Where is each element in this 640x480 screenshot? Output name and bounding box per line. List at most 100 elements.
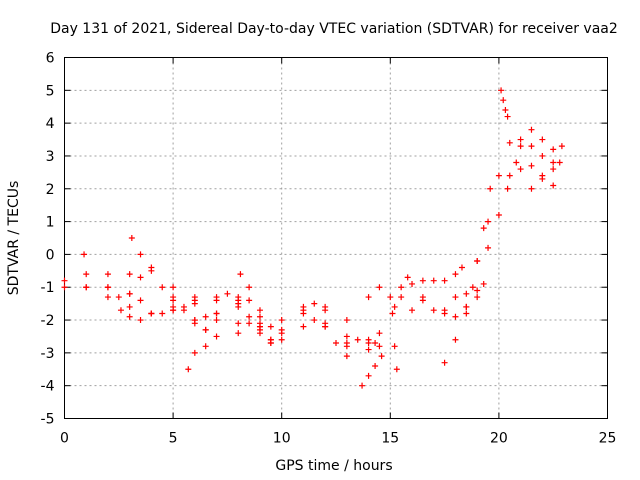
data-point [487,185,494,192]
data-point [83,284,90,291]
y-tick-label: -5 [41,412,55,428]
data-point [311,300,318,307]
data-point [528,162,535,169]
data-point [404,274,411,281]
data-point [126,303,133,310]
y-tick-label: -4 [41,379,55,395]
data-point [458,264,465,271]
data-point [517,136,524,143]
y-tick-label: -1 [41,280,55,296]
x-tick-labels: 0 5 10 15 20 25 [60,431,616,447]
data-point [115,294,122,301]
data-point [387,294,394,301]
data-point [528,126,535,133]
data-point [463,310,470,317]
data-point [441,277,448,284]
data-point [372,362,379,369]
axis-ticks [64,57,608,419]
data-point [267,323,274,330]
data-point [246,320,253,327]
data-point [485,218,492,225]
data-point [452,294,459,301]
data-point [430,307,437,314]
data-point [322,307,329,314]
data-point [256,330,263,337]
data-point [513,159,520,166]
data-point [278,317,285,324]
data-point [170,307,177,314]
data-point [372,340,379,347]
data-point [365,340,372,347]
data-point [558,143,565,150]
data-point [495,212,502,219]
data-point [550,159,557,166]
x-axis-label: GPS time / hours [275,458,392,474]
data-point [170,297,177,304]
data-point [126,313,133,320]
data-point [343,333,350,340]
data-point [376,343,383,350]
data-point [159,310,166,317]
data-point [137,274,144,281]
data-point [213,333,220,340]
data-point [126,290,133,297]
data-point [128,235,135,241]
data-point [191,349,198,356]
data-point [256,313,263,320]
data-point [235,320,242,327]
data-point [506,139,513,146]
data-point [500,97,507,104]
y-tick-label: 5 [46,83,55,99]
x-tick-label: 10 [273,431,291,447]
data-point [409,307,416,314]
x-tick-label: 0 [60,431,69,447]
y-tick-label: 4 [46,116,55,132]
data-point [300,323,307,330]
data-point [104,294,111,301]
data-point [191,294,198,301]
data-point [202,326,209,333]
data-point [539,152,546,159]
data-point [185,366,192,373]
y-axis-label: SDTVAR / TECUs [6,181,22,296]
data-point [391,303,398,310]
y-tick-label: 1 [46,215,55,231]
data-point [480,225,487,232]
plot-frame [64,57,608,419]
data-point [376,330,383,337]
data-point [300,310,307,317]
data-point [463,303,470,310]
data-point [365,294,372,301]
data-point [504,113,511,120]
data-point [246,284,253,291]
data-point [354,336,361,343]
data-point [343,353,350,360]
data-point [180,307,187,314]
data-point [502,107,509,114]
data-point [137,297,144,304]
data-point [498,87,505,94]
x-tick-label: 15 [381,431,399,447]
data-point [213,297,220,304]
data-point [267,340,274,347]
data-point [213,317,220,324]
data-point [474,294,481,301]
x-tick-label: 20 [490,431,508,447]
data-point [300,303,307,310]
data-point [378,353,385,360]
data-point [430,277,437,284]
data-point [104,271,111,278]
data-point [278,336,285,343]
data-point [235,294,242,301]
data-point [463,290,470,297]
data-point [191,300,198,307]
data-point [550,166,557,173]
y-tick-labels: -5 -4 -3 -2 -1 0 1 2 3 4 5 6 [41,51,55,428]
data-point [61,277,68,284]
data-point [359,382,366,389]
chart-title: Day 131 of 2021, Sidereal Day-to-day VTE… [50,21,618,37]
data-point [419,277,426,284]
x-tick-label: 5 [169,431,178,447]
data-point [365,346,372,353]
